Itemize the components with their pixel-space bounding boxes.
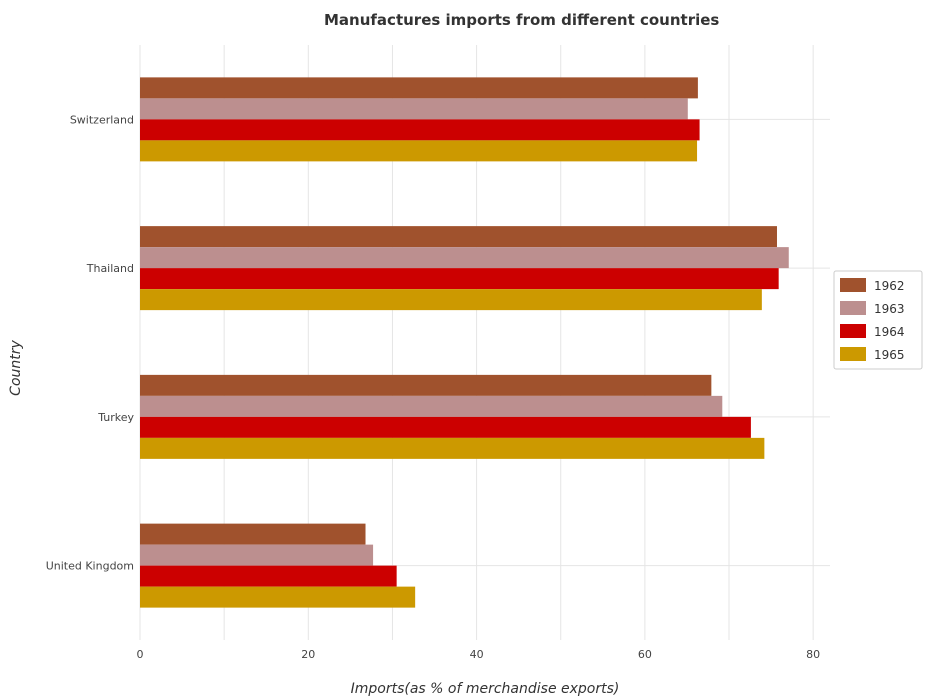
bar-1963-switzerland <box>140 98 688 120</box>
bar-1964-united-kingdom <box>140 565 397 587</box>
y-tick-label: United Kingdom <box>46 560 134 573</box>
chart-title: Manufactures imports from different coun… <box>324 11 719 29</box>
legend-label-1964: 1964 <box>874 325 905 339</box>
bar-1965-thailand <box>140 289 762 311</box>
bar-1962-united-kingdom <box>140 523 366 545</box>
legend: 1962 1963 1964 1965 <box>833 270 923 370</box>
bars <box>140 77 789 608</box>
y-axis-label: Country <box>8 339 24 395</box>
bar-1962-turkey <box>140 374 712 396</box>
legend-swatch-1963 <box>840 301 866 315</box>
bar-1964-switzerland <box>140 119 700 141</box>
x-tick-label: 80 <box>806 648 820 661</box>
legend-swatch-1964 <box>840 324 866 338</box>
legend-label-1962: 1962 <box>874 279 905 293</box>
bar-1965-switzerland <box>140 140 698 162</box>
x-tick-label: 0 <box>137 648 144 661</box>
legend-label-1963: 1963 <box>874 302 905 316</box>
y-tick-label: Switzerland <box>70 113 134 126</box>
legend-label-1965: 1965 <box>874 348 905 362</box>
bar-1963-united-kingdom <box>140 544 374 566</box>
bar-1964-turkey <box>140 416 751 438</box>
bar-1963-thailand <box>140 247 789 269</box>
x-axis-label: Imports(as % of merchandise exports) <box>351 681 620 697</box>
legend-swatch-1965 <box>840 347 866 361</box>
legend-swatch-1962 <box>840 278 866 292</box>
bar-1962-thailand <box>140 226 777 248</box>
y-tick-label: Thailand <box>86 262 134 275</box>
x-tick-label: 40 <box>470 648 484 661</box>
y-tick-label: Turkey <box>97 411 134 424</box>
x-tick-label: 60 <box>638 648 652 661</box>
y-axis-ticks: Switzerland Thailand Turkey United Kingdom <box>46 113 135 572</box>
legend-box <box>833 270 923 370</box>
bar-1964-thailand <box>140 268 779 290</box>
bar-1962-switzerland <box>140 77 698 99</box>
x-tick-label: 20 <box>301 648 315 661</box>
bar-1965-turkey <box>140 437 765 459</box>
bar-1965-united-kingdom <box>140 586 416 608</box>
x-axis-ticks: 0 20 40 60 80 <box>137 648 821 661</box>
bar-1963-turkey <box>140 395 723 417</box>
